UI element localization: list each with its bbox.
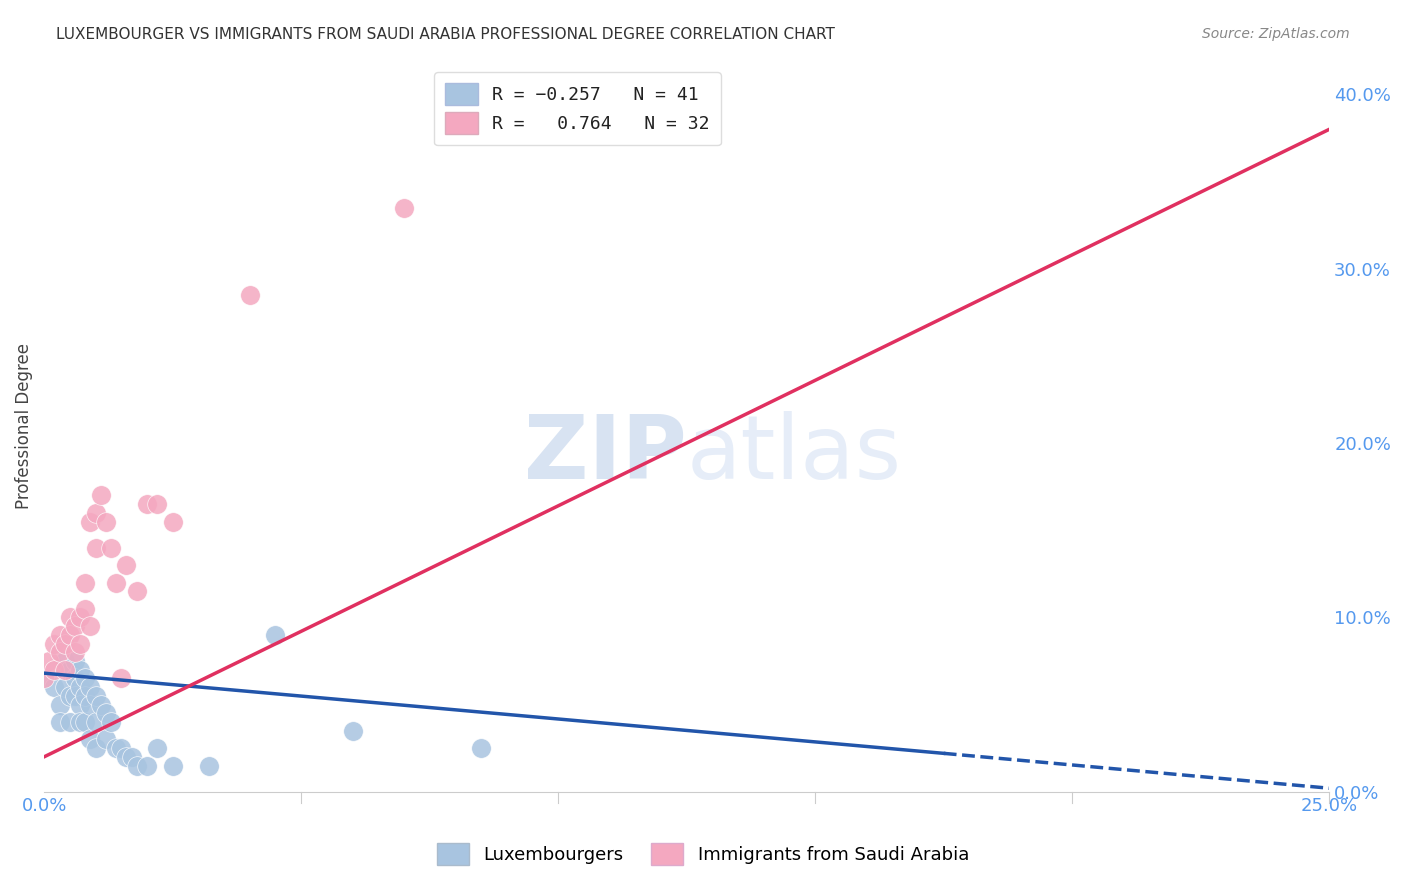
Point: [63, 689, 86, 703]
Point: [135, 758, 157, 772]
Point: [84, 689, 107, 703]
Point: [105, 575, 128, 590]
Point: [84, 506, 107, 520]
Point: [53, 663, 76, 677]
Point: [100, 541, 122, 555]
Point: [48, 714, 70, 729]
Point: [69, 698, 91, 712]
Point: [69, 680, 91, 694]
Point: [264, 628, 287, 642]
Point: [75, 672, 97, 686]
Point: [59, 628, 82, 642]
Point: [90, 488, 112, 502]
Point: [105, 741, 128, 756]
Y-axis label: Professional Degree: Professional Degree: [15, 343, 32, 508]
Point: [48, 698, 70, 712]
Point: [100, 714, 122, 729]
Point: [44, 636, 66, 650]
Point: [115, 558, 138, 573]
Point: [470, 741, 492, 756]
Point: [63, 654, 86, 668]
Point: [63, 645, 86, 659]
Point: [94, 732, 117, 747]
Point: [79, 680, 101, 694]
Point: [75, 601, 97, 615]
Text: LUXEMBOURGER VS IMMIGRANTS FROM SAUDI ARABIA PROFESSIONAL DEGREE CORRELATION CHA: LUXEMBOURGER VS IMMIGRANTS FROM SAUDI AR…: [56, 27, 835, 42]
Point: [110, 672, 132, 686]
Point: [59, 610, 82, 624]
Text: atlas: atlas: [686, 411, 901, 499]
Point: [69, 636, 91, 650]
Text: ZIP: ZIP: [524, 411, 686, 499]
Point: [69, 663, 91, 677]
Point: [48, 645, 70, 659]
Point: [63, 672, 86, 686]
Point: [90, 698, 112, 712]
Point: [59, 714, 82, 729]
Point: [79, 619, 101, 633]
Legend: Luxembourgers, Immigrants from Saudi Arabia: Luxembourgers, Immigrants from Saudi Ara…: [430, 836, 976, 872]
Point: [69, 714, 91, 729]
Legend: R = −0.257   N = 41, R =   0.764   N = 32: R = −0.257 N = 41, R = 0.764 N = 32: [434, 72, 720, 145]
Point: [84, 541, 107, 555]
Point: [146, 497, 169, 511]
Point: [94, 515, 117, 529]
Point: [94, 706, 117, 721]
Point: [53, 636, 76, 650]
Point: [44, 663, 66, 677]
Point: [53, 654, 76, 668]
Text: Source: ZipAtlas.com: Source: ZipAtlas.com: [1202, 27, 1350, 41]
Point: [38, 654, 60, 668]
Point: [53, 680, 76, 694]
Point: [392, 201, 415, 215]
Point: [110, 741, 132, 756]
Point: [44, 680, 66, 694]
Point: [162, 758, 184, 772]
Point: [121, 749, 143, 764]
Point: [135, 497, 157, 511]
Point: [342, 723, 364, 738]
Point: [79, 515, 101, 529]
Point: [79, 698, 101, 712]
Point: [32, 672, 55, 686]
Point: [115, 749, 138, 764]
Point: [75, 689, 97, 703]
Point: [239, 288, 262, 302]
Point: [63, 619, 86, 633]
Point: [32, 672, 55, 686]
Point: [125, 758, 148, 772]
Point: [59, 689, 82, 703]
Point: [146, 741, 169, 756]
Point: [79, 732, 101, 747]
Point: [162, 515, 184, 529]
Point: [125, 584, 148, 599]
Point: [197, 758, 219, 772]
Point: [84, 714, 107, 729]
Point: [69, 610, 91, 624]
Point: [75, 714, 97, 729]
Point: [59, 663, 82, 677]
Point: [48, 628, 70, 642]
Point: [75, 575, 97, 590]
Point: [84, 741, 107, 756]
